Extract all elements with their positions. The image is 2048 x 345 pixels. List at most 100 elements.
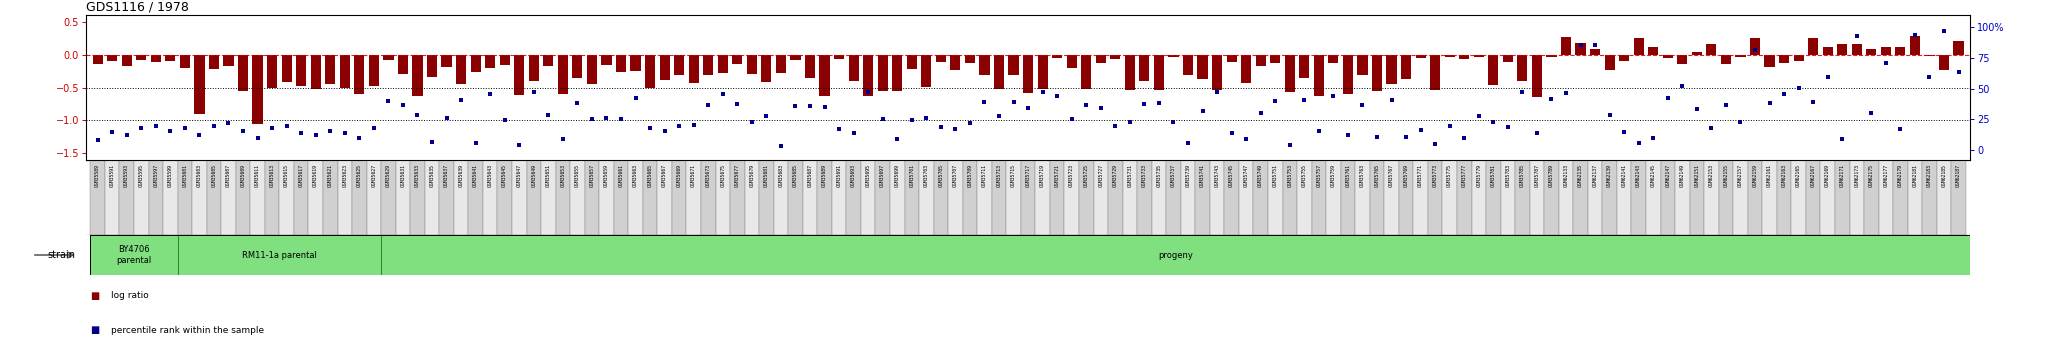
Point [997,99,1030,104]
Bar [1821,160,1835,235]
Bar [119,160,133,235]
Bar [1575,43,1585,55]
Bar [848,55,858,81]
Bar [614,160,629,235]
Bar [442,55,453,68]
Point [983,114,1016,119]
Text: GSM35651: GSM35651 [547,164,551,187]
Point [1810,74,1843,80]
Bar [1341,160,1356,235]
Text: GSM35665: GSM35665 [647,164,653,187]
Bar [674,55,684,75]
Bar [834,55,844,59]
Point [1360,134,1393,139]
Text: GSM35729: GSM35729 [1112,164,1118,187]
Text: GSM35777: GSM35777 [1462,164,1466,187]
Bar [1255,55,1266,66]
Bar [688,55,698,83]
Bar [1006,160,1020,235]
Point [1462,114,1495,119]
Bar [1894,47,1905,55]
Bar [1925,55,1935,56]
Bar [1169,55,1178,57]
Bar [1165,160,1182,235]
Bar [922,55,932,87]
Text: GSM35655: GSM35655 [575,164,580,187]
Bar [367,160,381,235]
Text: GSM35685: GSM35685 [793,164,799,187]
Point [299,133,332,138]
Bar [1851,44,1862,55]
Bar [1456,160,1473,235]
Point [416,140,449,145]
Text: GSM35733: GSM35733 [1143,164,1147,187]
Bar [152,55,162,62]
Bar [1241,55,1251,83]
Bar [1036,160,1051,235]
Text: GSM35671: GSM35671 [692,164,696,187]
Bar [1749,38,1759,55]
Bar [819,55,829,96]
Text: GSM35765: GSM35765 [1374,164,1380,187]
Bar [164,160,178,235]
Bar [236,160,250,235]
Text: GSM35597: GSM35597 [154,164,158,187]
Bar [1296,160,1311,235]
Text: GSM62165: GSM62165 [1796,164,1800,187]
Bar [920,160,934,235]
Bar [745,160,760,235]
Text: GSM35633: GSM35633 [416,164,420,187]
Bar [659,55,670,80]
Bar [238,55,248,91]
Text: GSM35751: GSM35751 [1272,164,1278,187]
Point [664,123,696,129]
Bar [1602,160,1616,235]
Point [547,136,580,141]
Text: GSM35669: GSM35669 [676,164,682,187]
Point [764,144,797,149]
Bar [457,55,467,84]
Text: GSM35659: GSM35659 [604,164,608,187]
Text: GSM35663: GSM35663 [633,164,639,187]
Point [1260,99,1292,104]
Bar [1661,160,1675,235]
Bar [1704,160,1718,235]
Bar [893,55,903,91]
Bar [643,160,657,235]
Text: GSM35623: GSM35623 [342,164,348,187]
Bar [1718,160,1733,235]
Bar [178,160,193,235]
Bar [543,55,553,66]
Bar [860,160,874,235]
Text: GSM35627: GSM35627 [371,164,377,187]
Point [1927,28,1960,34]
Bar [963,160,977,235]
Bar [1620,55,1630,61]
Bar [557,55,567,94]
Bar [526,160,541,235]
Point [707,91,739,97]
Text: GSM35605: GSM35605 [211,164,217,187]
Text: GSM35699: GSM35699 [895,164,899,187]
Bar [686,160,700,235]
Bar [1837,44,1847,55]
Bar [1808,38,1819,55]
Bar [1282,160,1296,235]
Bar [1210,160,1225,235]
Point [1710,102,1743,108]
Point [213,120,246,126]
Text: GSM35643: GSM35643 [487,164,494,187]
Bar [1081,55,1092,89]
Point [1303,128,1335,134]
Bar [1024,55,1032,93]
Text: GSM35667: GSM35667 [662,164,668,187]
Point [168,125,201,131]
Text: GSM62159: GSM62159 [1753,164,1757,187]
Bar [1137,160,1151,235]
Point [1012,105,1044,110]
Text: GSM35775: GSM35775 [1448,164,1452,187]
Text: GSM35589: GSM35589 [94,164,100,187]
Point [242,135,274,141]
Bar [700,160,715,235]
Point [852,89,885,95]
